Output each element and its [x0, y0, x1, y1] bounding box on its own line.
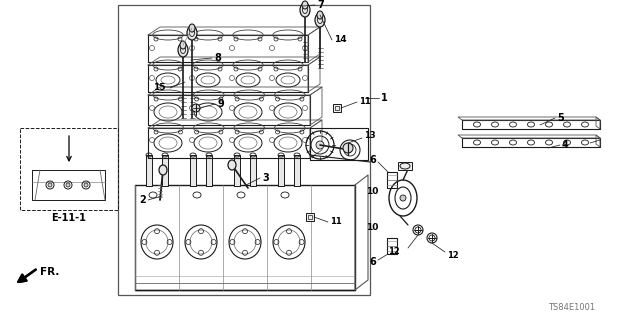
Ellipse shape: [228, 160, 236, 170]
Ellipse shape: [180, 41, 186, 49]
Bar: [387, 238, 397, 254]
Ellipse shape: [343, 143, 353, 153]
Text: 6: 6: [369, 257, 376, 267]
Text: 15: 15: [154, 84, 166, 93]
Bar: [234, 155, 240, 186]
Ellipse shape: [400, 195, 406, 201]
Circle shape: [48, 183, 52, 187]
Bar: [118, 5, 370, 295]
Bar: [162, 155, 168, 186]
Ellipse shape: [315, 13, 325, 27]
Bar: [387, 172, 397, 188]
Text: 1: 1: [381, 93, 388, 103]
Text: 12: 12: [447, 250, 459, 259]
Bar: [306, 213, 314, 221]
Ellipse shape: [178, 43, 188, 57]
Bar: [333, 104, 341, 112]
Text: E-11-1: E-11-1: [52, 213, 86, 223]
Bar: [398, 162, 412, 170]
Bar: [206, 155, 212, 186]
Ellipse shape: [159, 165, 167, 175]
Ellipse shape: [187, 26, 197, 40]
Text: 13: 13: [364, 131, 376, 140]
Circle shape: [66, 183, 70, 187]
Ellipse shape: [316, 141, 324, 149]
Bar: [294, 155, 300, 186]
Text: 2: 2: [140, 195, 146, 205]
Text: 11: 11: [359, 98, 371, 107]
Text: 7: 7: [317, 0, 324, 10]
Text: 8: 8: [214, 53, 221, 63]
Bar: [250, 155, 256, 186]
Bar: [146, 155, 152, 186]
Text: 11: 11: [330, 218, 342, 226]
Ellipse shape: [300, 3, 310, 17]
Text: 4: 4: [562, 140, 569, 150]
Bar: [278, 155, 284, 186]
Ellipse shape: [302, 1, 308, 9]
Ellipse shape: [189, 24, 195, 32]
Text: 3: 3: [262, 173, 269, 183]
Text: 12: 12: [388, 248, 400, 256]
Text: TS84E1001: TS84E1001: [548, 303, 595, 313]
Text: 10: 10: [365, 188, 378, 197]
Ellipse shape: [192, 104, 200, 112]
Text: 6: 6: [369, 155, 376, 165]
Text: 9: 9: [217, 99, 224, 109]
Text: 14: 14: [334, 35, 347, 44]
Ellipse shape: [317, 11, 323, 19]
Bar: [335, 106, 339, 110]
Circle shape: [84, 183, 88, 187]
Bar: [20, 128, 118, 210]
Text: FR.: FR.: [40, 267, 60, 277]
Bar: [190, 155, 196, 186]
Text: 5: 5: [557, 113, 564, 123]
Text: 10: 10: [365, 224, 378, 233]
Bar: [308, 215, 312, 219]
